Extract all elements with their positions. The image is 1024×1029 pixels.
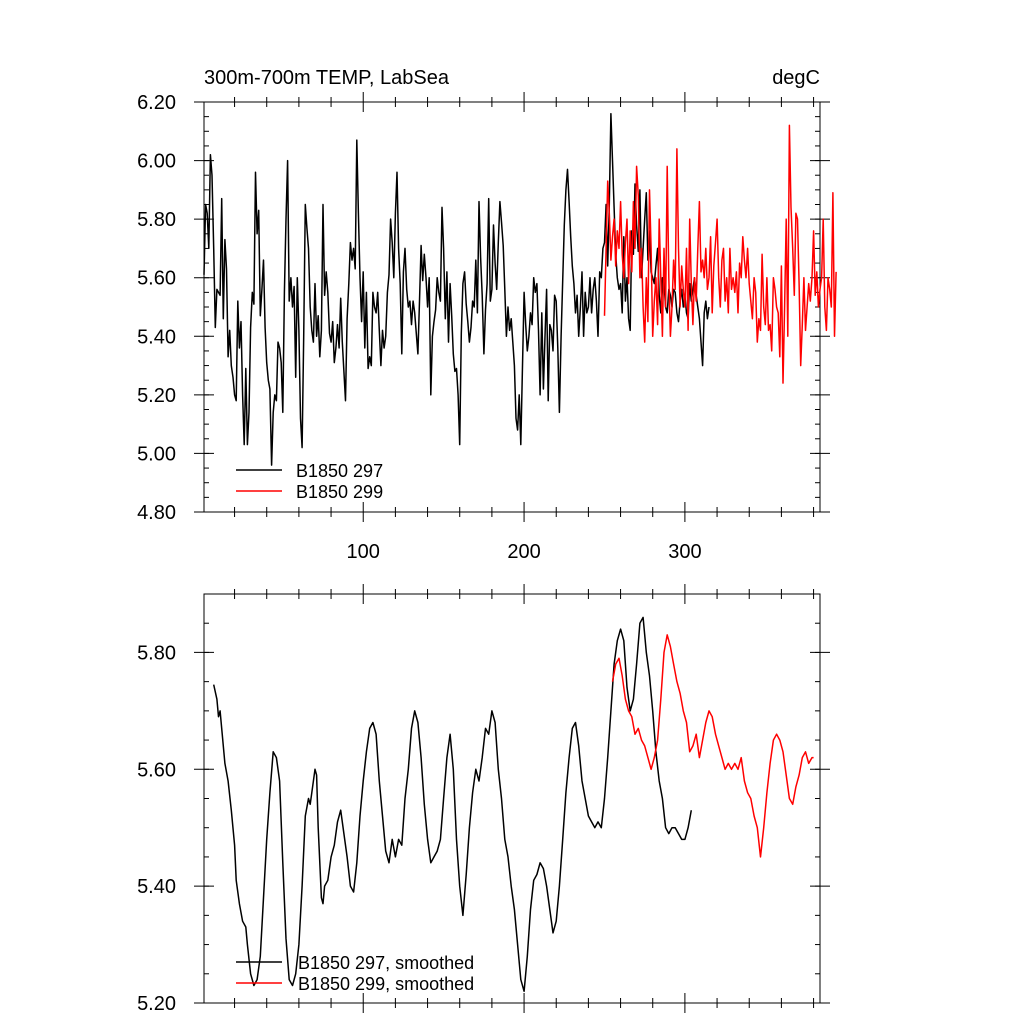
bottom-ytick-label: 5.80 [137,642,176,664]
top-ytick-label: 5.40 [137,326,176,348]
bottom-ytick-label: 5.20 [137,993,176,1015]
top-ytick-label: 5.20 [137,385,176,407]
top-panel: 4.80 5.00 5.20 5.40 5.60 5.80 6.00 6.20 100 200 30… [137,92,837,563]
top-ytick-label: 5.60 [137,268,176,290]
top-ytick-label: 6.00 [137,151,176,173]
top-legend-label-black: B1850 297 [296,461,383,481]
bottom-series-b1850-297-line [212,616,693,993]
bottom-legend-label-red: B1850 299, smoothed [298,974,474,994]
bottom-ytick-label: 5.60 [137,759,176,781]
top-legend-label-red: B1850 299 [296,482,383,502]
top-xtick-label: 300 [668,541,701,563]
top-xtick-label: 100 [347,541,380,563]
top-ytick-label: 5.80 [137,209,176,231]
top-series-b1850-297-line [203,112,710,466]
top-xtick-label: 200 [507,541,540,563]
top-ytick-label: 4.80 [137,502,176,524]
top-series-b1850-299-line [603,124,837,384]
bottom-panel: 5.20 5.40 5.60 5.80 [137,584,830,1015]
bottom-plot-frame [203,593,821,1004]
top-panel-units: degC [772,67,820,89]
bottom-series-b1850-299-line [611,634,814,858]
top-panel-title: 300m-700m TEMP, LabSea [204,67,450,89]
bottom-legend-label-black: B1850 297, smoothed [298,953,474,973]
top-ytick-label: 5.00 [137,443,176,465]
top-ytick-label: 6.20 [137,92,176,114]
bottom-ytick-label: 5.40 [137,876,176,898]
